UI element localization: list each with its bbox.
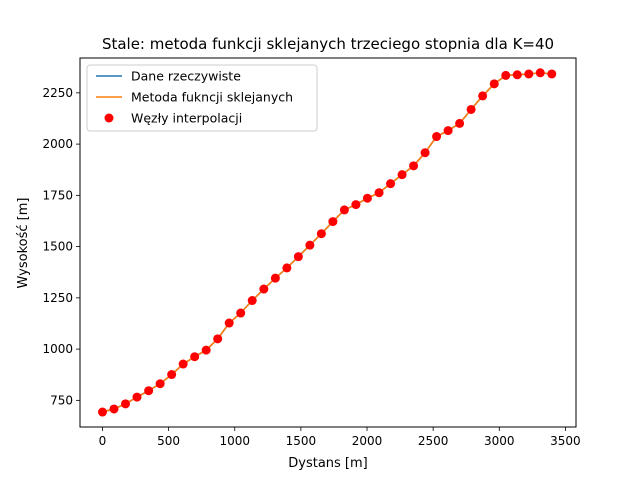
interpolation-node-point	[167, 370, 177, 380]
y-tick-label: 1000	[42, 342, 73, 356]
x-tick-label: 3000	[484, 434, 515, 448]
legend-box	[86, 64, 318, 132]
y-tick-label: 2250	[42, 86, 73, 100]
chart-title: Stale: metoda funkcji sklejanych trzecie…	[102, 35, 554, 53]
interpolation-node-point	[282, 263, 292, 273]
interpolation-node-point	[535, 68, 545, 78]
x-tick-label: 3500	[550, 434, 581, 448]
interpolation-node-point	[236, 308, 246, 318]
x-tick-label: 1000	[219, 434, 250, 448]
interpolation-node-point	[132, 392, 142, 402]
interpolation-node-point	[247, 296, 257, 306]
y-tick-label: 750	[50, 393, 73, 407]
interpolation-node-point	[524, 69, 534, 79]
x-tick-label: 1500	[286, 434, 317, 448]
interpolation-node-point	[155, 379, 165, 389]
interpolation-node-point	[386, 179, 396, 189]
y-tick-label: 1500	[42, 240, 73, 254]
interpolation-node-point	[409, 161, 419, 171]
interpolation-node-point	[489, 79, 499, 89]
legend-label: Węzły interpolacji	[131, 111, 242, 126]
interpolation-node-point	[213, 334, 223, 344]
interpolation-node-point	[97, 407, 107, 417]
legend-label: Dane rzeczywiste	[131, 69, 241, 84]
interpolation-node-point	[178, 359, 188, 369]
interpolation-node-point	[293, 252, 303, 262]
x-tick-label: 500	[157, 434, 180, 448]
series-line-1	[102, 71, 552, 413]
interpolation-node-point	[190, 352, 200, 362]
interpolation-node-point	[259, 284, 269, 294]
interpolation-node-point	[397, 170, 407, 180]
interpolation-node-point	[501, 70, 511, 80]
interpolation-node-point	[374, 188, 384, 198]
interpolation-node-point	[512, 70, 522, 80]
interpolation-node-point	[328, 217, 338, 227]
interpolation-node-point	[351, 200, 361, 210]
plot-area	[97, 68, 557, 417]
interpolation-node-point	[339, 205, 349, 215]
y-axis: 750 1000 1250 1500 1750 2000 2250	[42, 86, 80, 407]
x-tick-label: 2500	[418, 434, 449, 448]
interpolation-node-point	[420, 148, 430, 158]
legend-marker-swatch	[104, 113, 114, 123]
interpolation-node-point	[270, 273, 280, 283]
interpolation-node-point	[201, 345, 211, 355]
x-axis: 0 500 1000 1500 2000 2500 3000 3500	[99, 427, 581, 448]
interpolation-node-point	[443, 126, 453, 136]
interpolation-node-point	[316, 229, 326, 239]
x-axis-label: Dystans [m]	[288, 456, 368, 471]
y-axis-label: Wysokość [m]	[16, 198, 31, 289]
interpolation-node-point	[224, 318, 234, 328]
x-tick-label: 0	[99, 434, 107, 448]
interpolation-node-point	[362, 193, 372, 203]
x-tick-label: 2000	[352, 434, 383, 448]
interpolation-node-point	[144, 386, 154, 396]
interpolation-node-point	[121, 399, 130, 409]
y-tick-label: 2000	[42, 137, 73, 151]
axes-frame	[79, 57, 577, 428]
y-tick-label: 1250	[42, 291, 73, 305]
interpolation-node-point	[432, 132, 442, 142]
interpolation-node-point	[547, 69, 557, 79]
interpolation-node-point	[466, 104, 476, 114]
interpolation-node-point	[455, 118, 465, 128]
interpolation-node-point	[109, 404, 119, 414]
interpolation-node-point	[478, 91, 488, 101]
legend-label: Metoda fukncji sklejanych	[131, 90, 293, 105]
y-tick-label: 1750	[42, 188, 73, 202]
interpolation-node-point	[305, 240, 315, 250]
legend: Dane rzeczywiste Metoda fukncji sklejany…	[86, 64, 318, 132]
